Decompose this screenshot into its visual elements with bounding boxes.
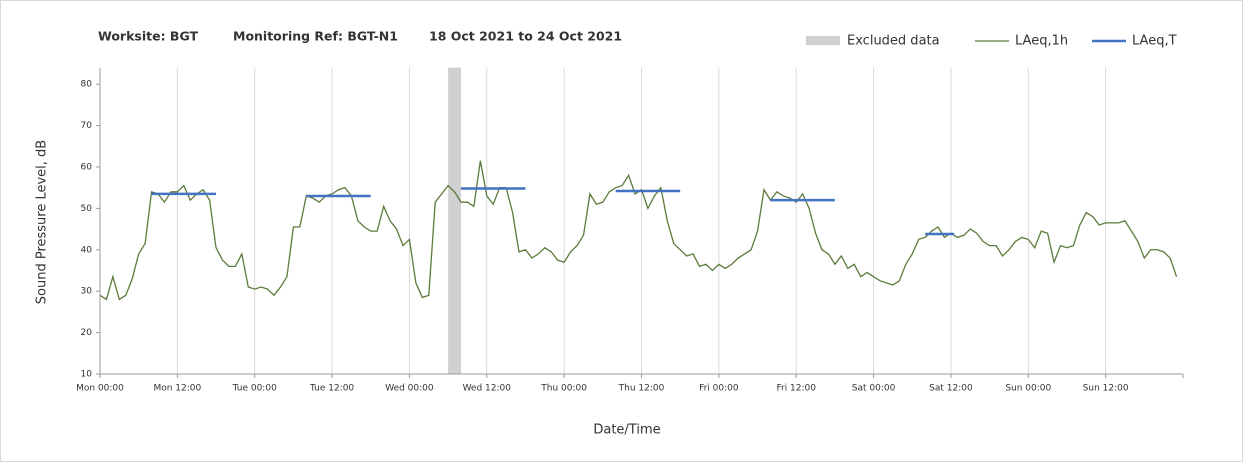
- y-axis-label: Sound Pressure Level, dB: [35, 140, 50, 304]
- x-tick-label: Sat 12:00: [929, 384, 973, 394]
- x-tick-label: Wed 00:00: [385, 384, 434, 394]
- y-tick-label: 80: [81, 80, 93, 90]
- x-tick-label: Sun 12:00: [1083, 384, 1129, 394]
- x-tick-label: Tue 00:00: [232, 384, 277, 394]
- x-tick-label: Thu 00:00: [540, 384, 587, 394]
- y-tick-label: 20: [81, 328, 93, 338]
- y-tick-label: 10: [81, 370, 93, 380]
- y-tick-label: 50: [81, 204, 93, 214]
- title-ref: Monitoring Ref: BGT-N1: [233, 29, 398, 44]
- excluded-band: [448, 67, 461, 374]
- legend-swatch: [806, 36, 840, 45]
- x-tick-label: Fri 00:00: [699, 384, 739, 394]
- y-tick-label: 70: [81, 121, 93, 131]
- x-tick-label: Mon 00:00: [76, 384, 124, 394]
- legend-label: Excluded data: [847, 34, 940, 49]
- x-tick-label: Sat 00:00: [852, 384, 896, 394]
- x-tick-label: Thu 12:00: [618, 384, 665, 394]
- y-tick-label: 60: [81, 162, 93, 172]
- x-tick-label: Tue 12:00: [309, 384, 354, 394]
- x-tick-label: Mon 12:00: [153, 384, 201, 394]
- x-tick-label: Fri 12:00: [776, 384, 816, 394]
- y-tick-label: 30: [81, 287, 93, 297]
- x-tick-label: Wed 12:00: [463, 384, 512, 394]
- title-dates: 18 Oct 2021 to 24 Oct 2021: [429, 29, 622, 44]
- x-tick-label: Sun 00:00: [1005, 384, 1051, 394]
- x-axis-label: Date/Time: [593, 423, 660, 438]
- legend-label: LAeq,1h: [1015, 34, 1068, 49]
- title-worksite: Worksite: BGT: [98, 29, 199, 44]
- legend-label: LAeq,T: [1132, 34, 1177, 49]
- y-tick-label: 40: [81, 245, 93, 255]
